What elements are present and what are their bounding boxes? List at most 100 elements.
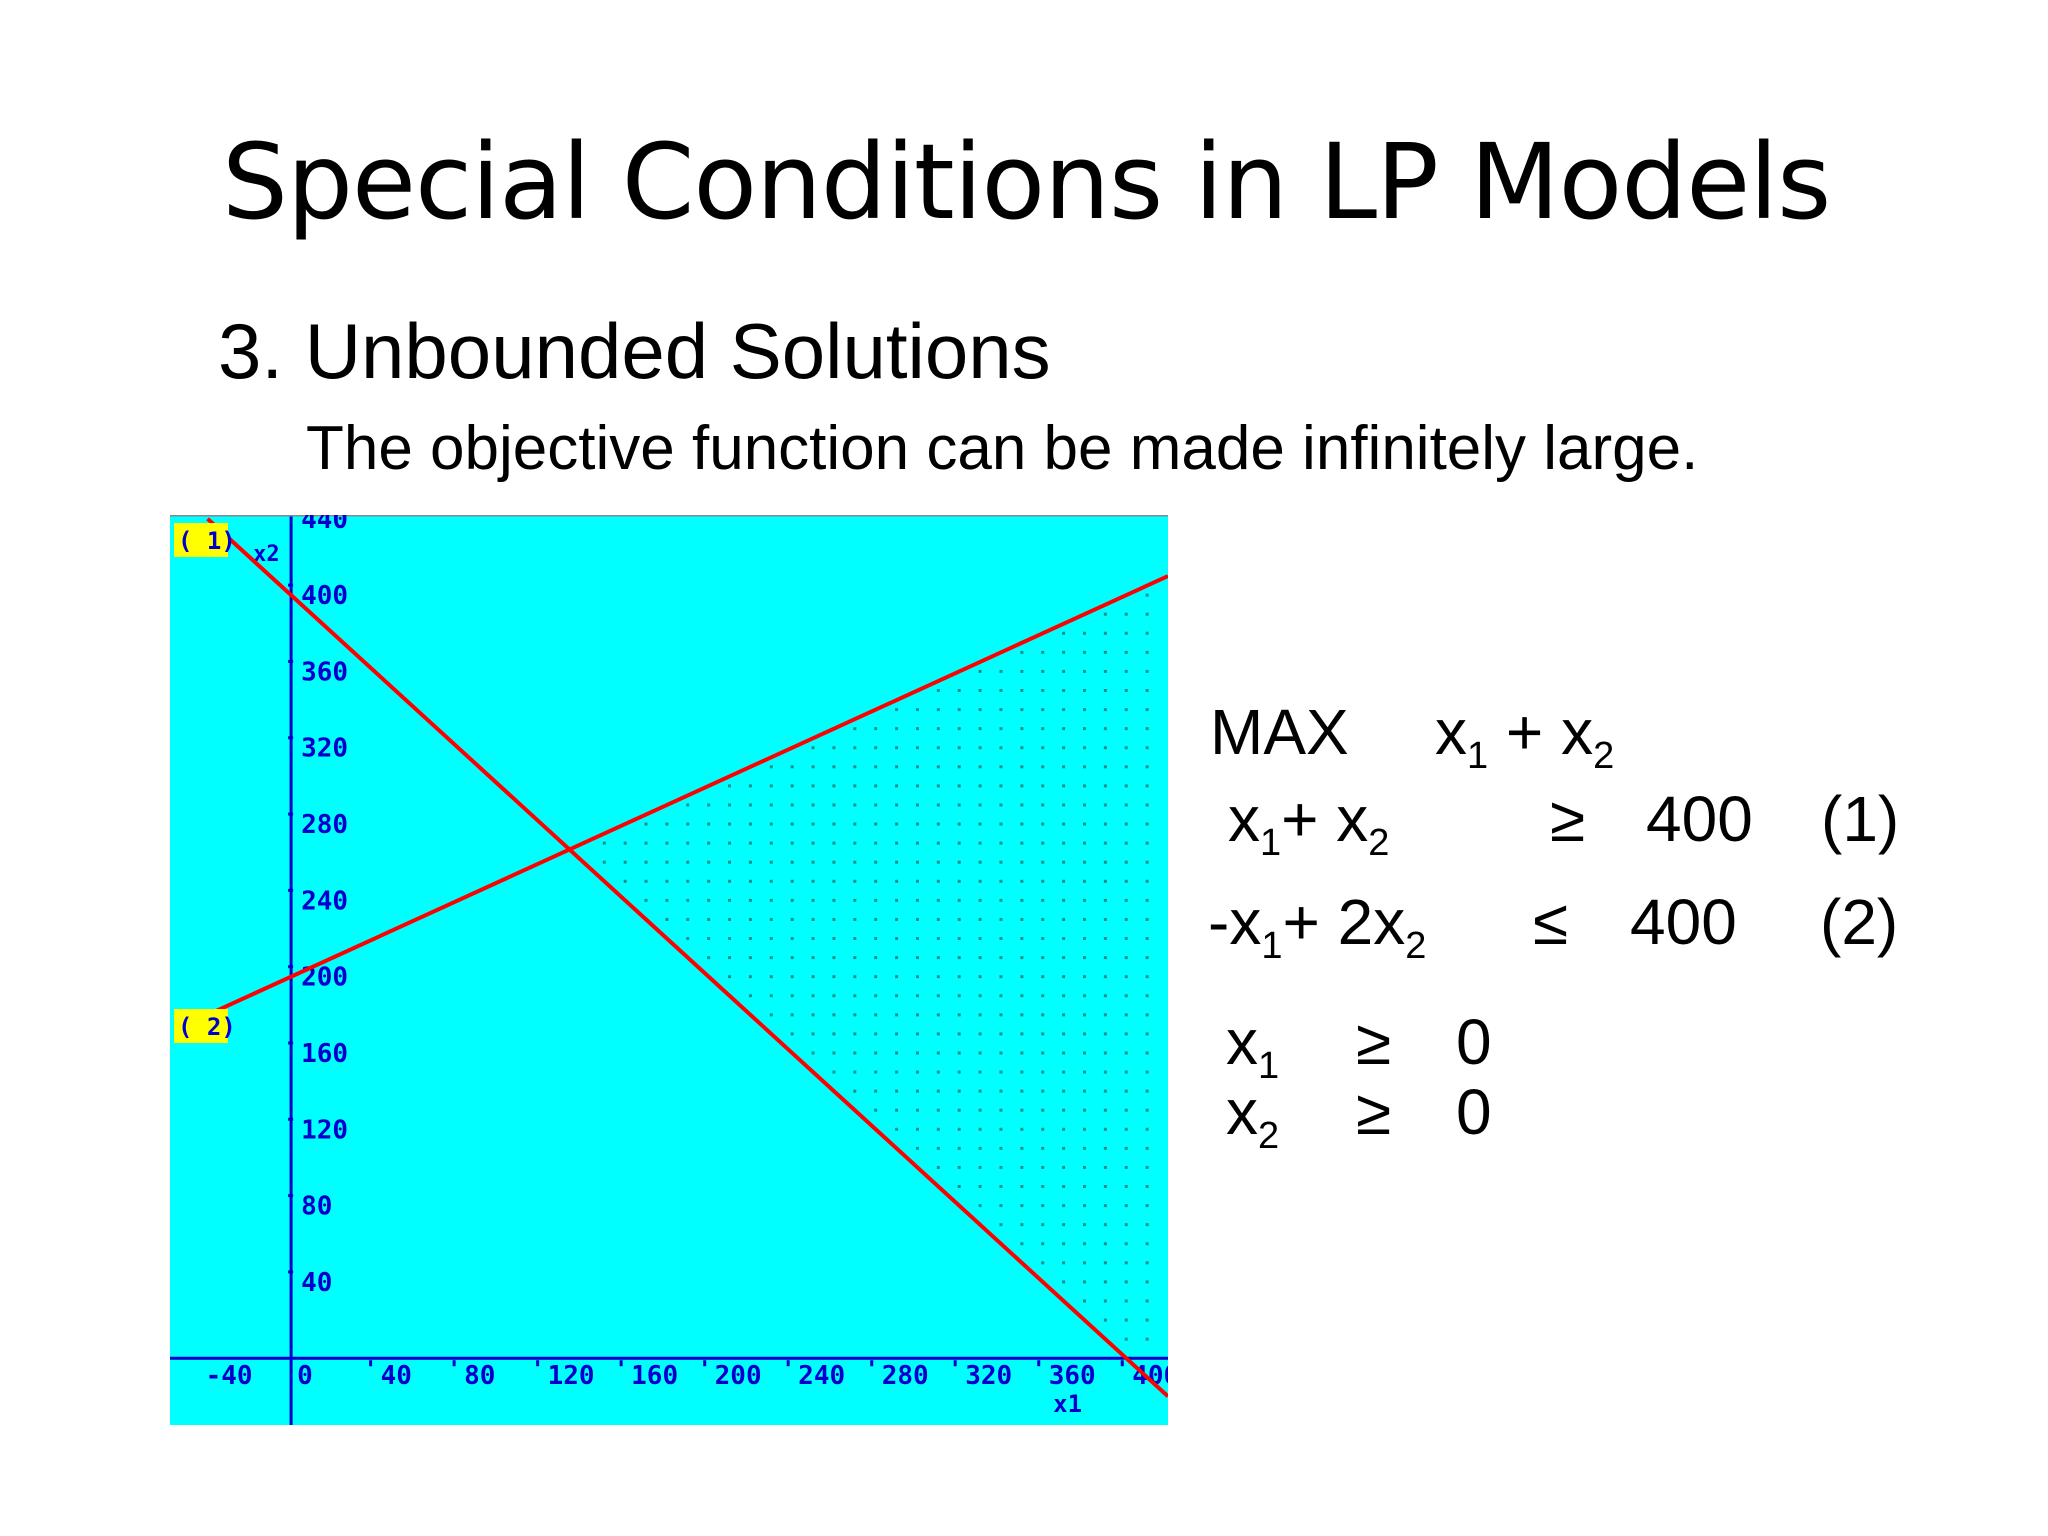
x-tick-label: 0	[297, 1361, 313, 1391]
region-dot	[957, 1089, 961, 1093]
region-dot	[895, 917, 899, 921]
region-dot	[936, 1089, 940, 1093]
region-dot	[915, 975, 919, 979]
region-dot	[1062, 727, 1066, 731]
region-dot	[665, 841, 669, 845]
region-dot	[665, 879, 669, 883]
region-dot	[1124, 612, 1128, 616]
region-dot	[936, 746, 940, 750]
region-dot	[1124, 1299, 1128, 1303]
region-dot	[1145, 746, 1149, 750]
region-dot	[957, 784, 961, 788]
region-dot	[915, 803, 919, 807]
nn1-sub: 1	[1258, 1045, 1280, 1087]
region-dot	[1103, 1051, 1107, 1055]
x-axis-label: x1	[1053, 1390, 1082, 1418]
region-dot	[602, 841, 606, 845]
region-dot	[936, 708, 940, 712]
region-dot	[1020, 669, 1024, 673]
region-dot	[1020, 994, 1024, 998]
region-dot	[1082, 1299, 1086, 1303]
region-dot	[1145, 631, 1149, 635]
obj-sub1: 1	[1467, 735, 1489, 777]
region-dot	[1124, 1013, 1128, 1017]
region-dot	[1103, 1299, 1107, 1303]
region-dot	[686, 822, 690, 826]
region-dot	[936, 803, 940, 807]
region-dot	[1082, 784, 1086, 788]
region-dot	[1020, 1185, 1024, 1189]
region-dot	[853, 898, 857, 902]
region-dot	[1124, 1127, 1128, 1131]
region-dot	[707, 803, 711, 807]
region-dot	[644, 841, 648, 845]
region-dot	[936, 898, 940, 902]
region-dot	[1082, 803, 1086, 807]
region-dot	[978, 669, 982, 673]
nn2-var: x	[1226, 1076, 1258, 1148]
region-dot	[957, 1146, 961, 1150]
region-dot	[1082, 860, 1086, 864]
region-dot	[707, 860, 711, 864]
nonneg-1: x1 ≥ 0	[1226, 1010, 1492, 1087]
region-dot	[790, 803, 794, 807]
region-dot	[999, 898, 1003, 902]
region-dot	[1062, 822, 1066, 826]
region-dot	[895, 1032, 899, 1036]
x-tick-label: 160	[631, 1361, 678, 1391]
region-dot	[832, 765, 836, 769]
region-dot	[1145, 708, 1149, 712]
region-dot	[728, 937, 732, 941]
region-dot	[1103, 1318, 1107, 1322]
region-dot	[1103, 937, 1107, 941]
nn1-rhs: 0	[1456, 1006, 1492, 1078]
region-dot	[978, 879, 982, 883]
region-dot	[936, 975, 940, 979]
region-dot	[853, 765, 857, 769]
region-dot	[895, 879, 899, 883]
region-dot	[1103, 784, 1107, 788]
region-dot	[1020, 1146, 1024, 1150]
region-dot	[1124, 708, 1128, 712]
region-dot	[665, 917, 669, 921]
x-tick-label: 240	[798, 1361, 845, 1391]
region-dot	[999, 746, 1003, 750]
region-dot	[1062, 937, 1066, 941]
y-tick-label: 80	[301, 1192, 332, 1222]
region-dot	[1103, 975, 1107, 979]
region-dot	[1062, 1051, 1066, 1055]
region-dot	[936, 860, 940, 864]
region-dot	[853, 1013, 857, 1017]
region-dot	[853, 975, 857, 979]
y-tick-label: 400	[301, 581, 348, 611]
region-dot	[1124, 746, 1128, 750]
c1-sub1: 1	[1260, 822, 1282, 864]
region-dot	[1145, 1337, 1149, 1341]
region-dot	[769, 994, 773, 998]
region-dot	[811, 917, 815, 921]
region-dot	[1103, 1261, 1107, 1265]
region-dot	[1103, 956, 1107, 960]
region-dot	[1082, 1127, 1086, 1131]
region-dot	[1082, 1070, 1086, 1074]
region-dot	[978, 975, 982, 979]
region-dot	[1041, 898, 1045, 902]
slide-title: Special Conditions in LP Models	[222, 121, 1831, 243]
region-dot	[686, 860, 690, 864]
region-dot	[790, 765, 794, 769]
region-dot	[1082, 1223, 1086, 1227]
region-dot	[602, 860, 606, 864]
region-dot	[1103, 746, 1107, 750]
y-tick-label: 240	[301, 886, 348, 916]
region-dot	[1082, 669, 1086, 673]
region-dot	[957, 879, 961, 883]
region-dot	[748, 803, 752, 807]
region-dot	[1082, 1089, 1086, 1093]
region-dot	[895, 841, 899, 845]
region-dot	[999, 937, 1003, 941]
line-label-box	[174, 523, 228, 557]
region-dot	[1062, 803, 1066, 807]
region-dot	[1020, 765, 1024, 769]
region-dot	[999, 803, 1003, 807]
tick-labels: -40 0 40 80 120 160 200 240 280 320 360 400 40 80 120 1…	[206, 515, 1168, 1418]
